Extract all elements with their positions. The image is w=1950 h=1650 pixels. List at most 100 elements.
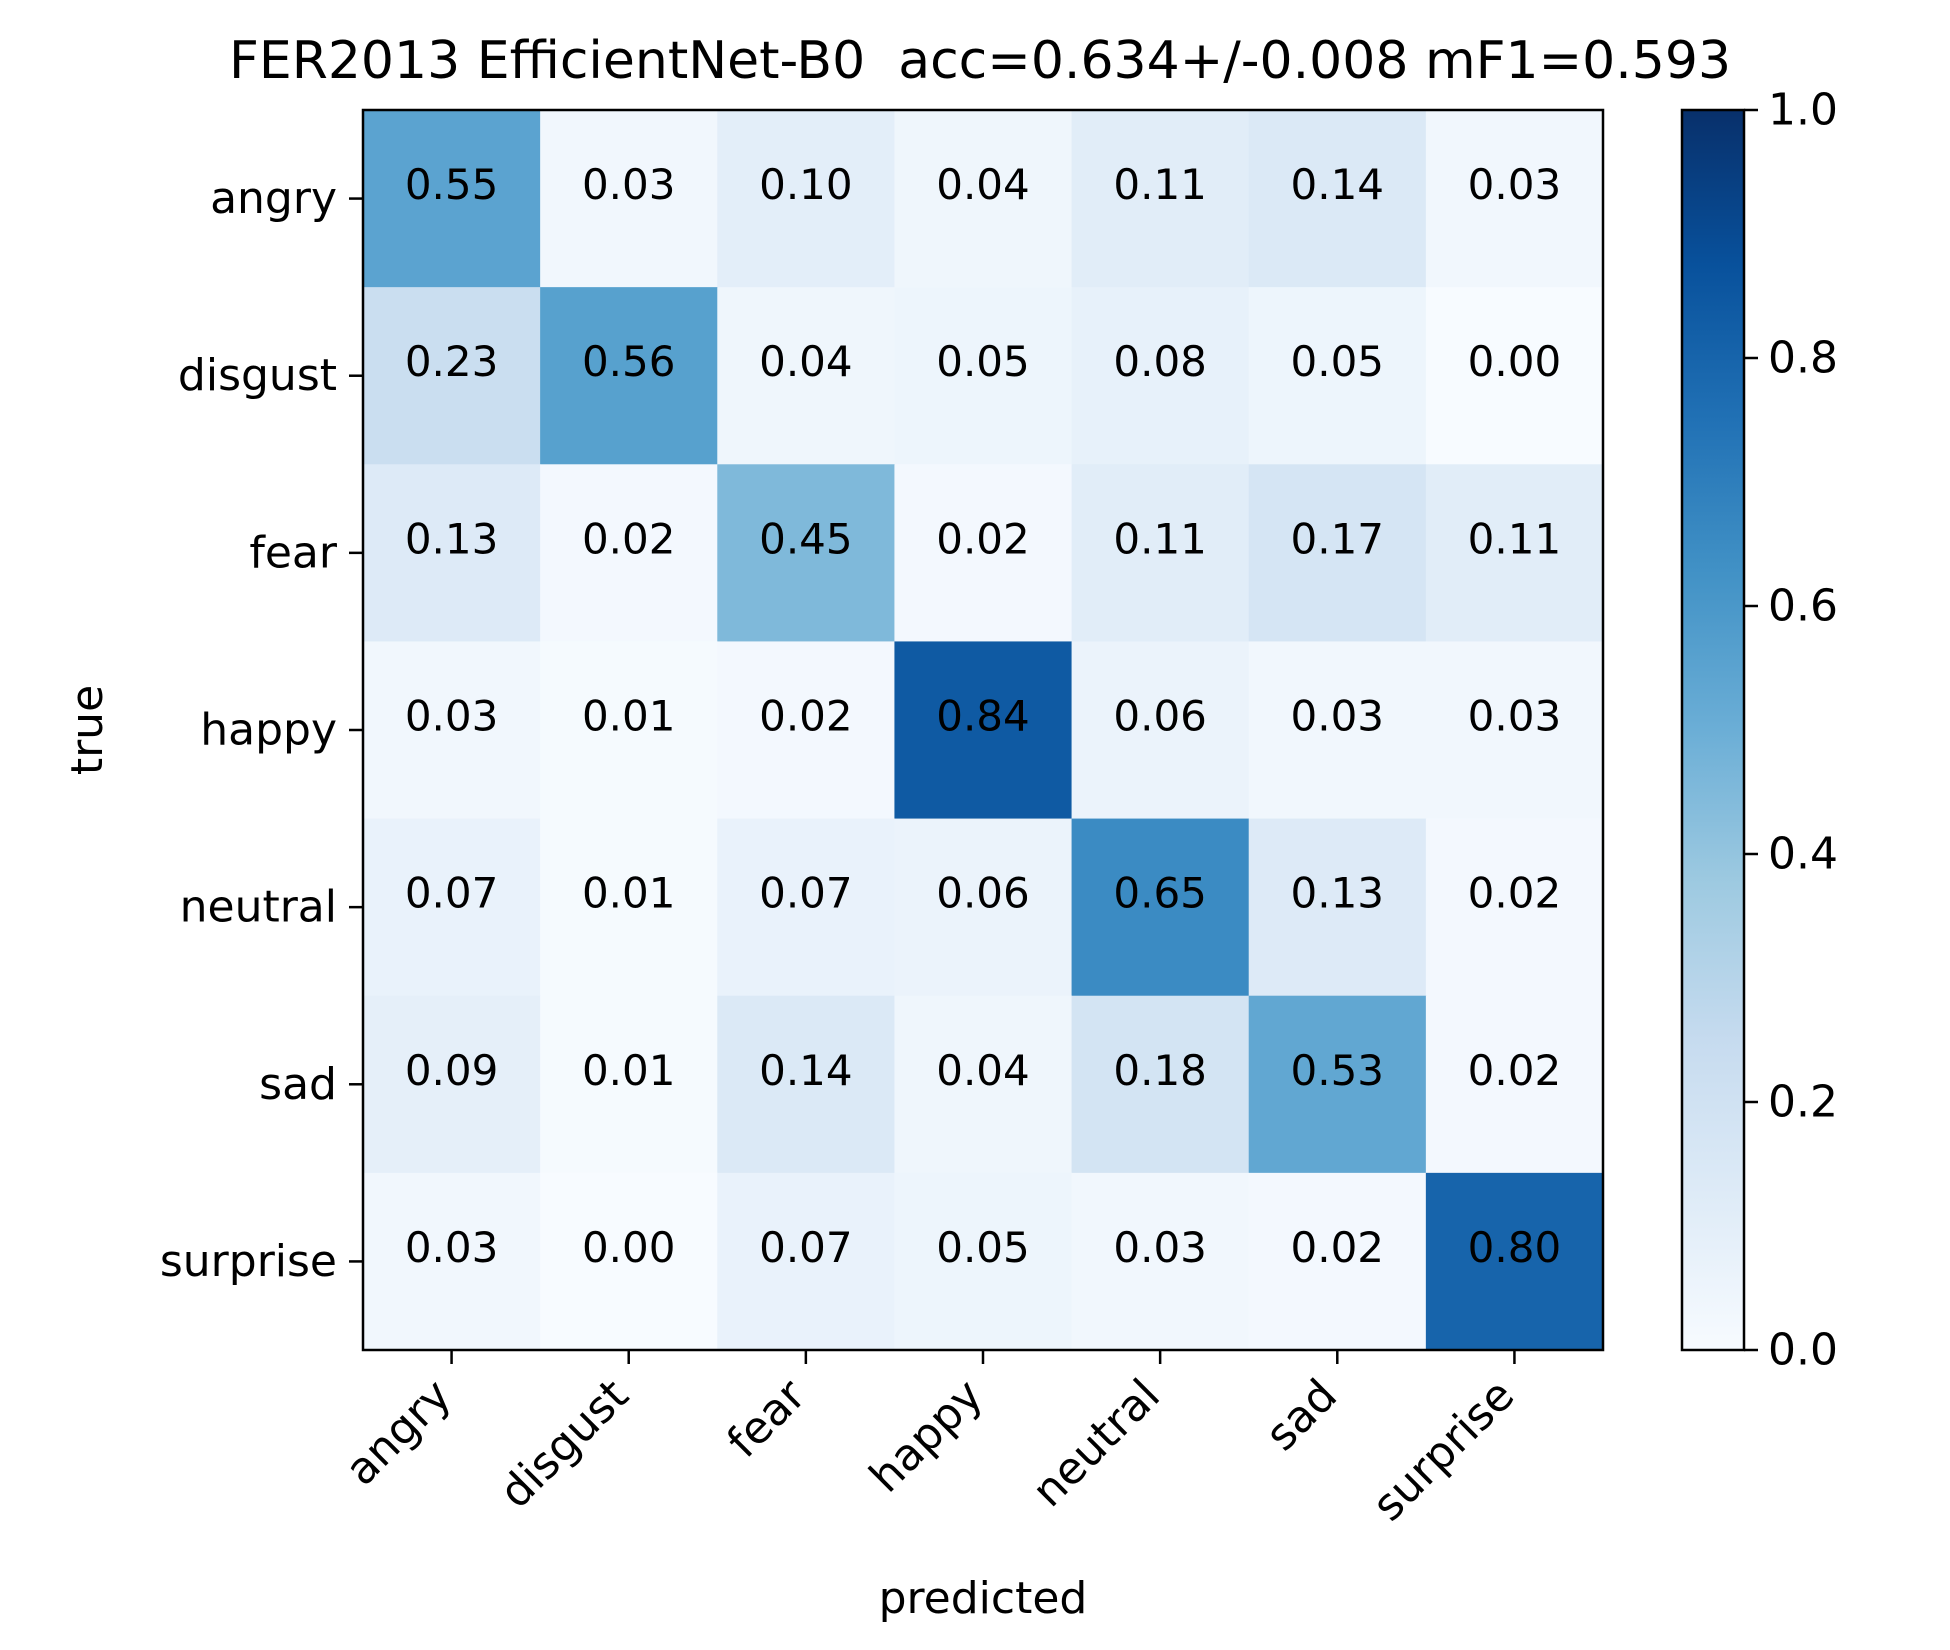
cell-value-label: 0.04: [759, 337, 853, 386]
heatmap-cell-neutral-fear: [717, 818, 895, 997]
heatmap-cell-neutral-angry: [363, 818, 541, 997]
y-axis-label: true: [62, 685, 113, 775]
cell-value-label: 0.02: [936, 514, 1030, 563]
heatmap-cell-fear-disgust: [540, 464, 718, 642]
heatmap-cell-happy-sad: [1248, 641, 1427, 820]
x-tick-label-disgust: disgust: [490, 1370, 639, 1519]
heatmap-cell-sad-fear: [717, 995, 895, 1174]
heatmap-cell-happy-fear: [717, 641, 895, 820]
cell-value-label: 0.01: [582, 869, 676, 918]
heatmap-cell-angry-disgust: [540, 110, 718, 288]
heatmap-cell-fear-neutral: [1071, 464, 1250, 642]
heatmap-cell-surprise-fear: [717, 1172, 895, 1351]
x-axis-label: predicted: [879, 1573, 1088, 1624]
cell-value-label: 0.08: [1113, 337, 1207, 386]
heatmap-cell-labels: 0.55 0.03 0.10 0.04 0.11 0.14 0.03 0.23 0.56 0.04…: [405, 160, 1561, 1272]
cell-value-label: 0.03: [582, 160, 676, 209]
heatmap-cell-sad-sad: [1248, 995, 1427, 1174]
colorbar-ticks: 0.0 0.2 0.4 0.6 0.8 1.0: [1744, 85, 1838, 1376]
cell-value-label: 0.23: [405, 337, 499, 386]
cell-value-label: 0.05: [936, 1223, 1030, 1272]
y-tick-label-fear: fear: [249, 527, 338, 578]
cell-value-label: 0.07: [405, 869, 499, 918]
heatmap-cell-surprise-angry: [363, 1172, 541, 1351]
cell-value-label: 0.02: [582, 514, 676, 563]
x-tick-label-sad: sad: [1256, 1370, 1347, 1461]
heatmap-cell-surprise-happy: [894, 1172, 1073, 1351]
cell-value-label: 0.09: [405, 1046, 499, 1095]
x-tick-label-happy: happy: [860, 1370, 993, 1503]
cell-value-label: 0.07: [759, 1223, 853, 1272]
cell-value-label: 0.45: [759, 514, 853, 563]
colorbar-tick-label: 1.0: [1768, 85, 1838, 136]
cell-value-label: 0.03: [1113, 1223, 1207, 1272]
cell-value-label: 0.14: [759, 1046, 853, 1095]
heatmap-cell-angry-angry: [363, 110, 541, 288]
cell-value-label: 0.00: [582, 1223, 676, 1272]
cell-value-label: 0.05: [1291, 337, 1385, 386]
cell-value-label: 0.18: [1113, 1046, 1207, 1095]
heatmap-cell-disgust-neutral: [1071, 287, 1250, 465]
cell-value-label: 0.00: [1468, 337, 1562, 386]
cell-value-label: 0.13: [405, 514, 499, 563]
y-tick-label-angry: angry: [210, 173, 337, 224]
cell-value-label: 0.17: [1291, 514, 1385, 563]
heatmap-cell-angry-fear: [717, 110, 895, 288]
y-tick-label-neutral: neutral: [180, 882, 337, 933]
cell-value-label: 0.11: [1113, 160, 1207, 209]
colorbar-tick-label: 0.4: [1768, 829, 1838, 880]
cell-value-label: 0.03: [1291, 692, 1385, 741]
cell-value-label: 0.02: [759, 692, 853, 741]
cell-value-label: 0.80: [1468, 1223, 1562, 1272]
cell-value-label: 0.03: [405, 1223, 499, 1272]
heatmap-cell-disgust-angry: [363, 287, 541, 465]
heatmap-cell-disgust-fear: [717, 287, 895, 465]
x-tick-label-angry: angry: [336, 1370, 462, 1496]
cell-value-label: 0.84: [936, 692, 1030, 741]
cell-value-label: 0.02: [1291, 1223, 1385, 1272]
heatmap-cell-sad-surprise: [1425, 995, 1604, 1174]
heatmap-cell-sad-happy: [894, 995, 1073, 1174]
heatmap-cells: [363, 110, 1604, 1351]
heatmap-cell-angry-surprise: [1425, 110, 1604, 288]
x-axis-ticks: angry disgust fear happy neutral sad surprise: [336, 1350, 1524, 1531]
heatmap-cell-disgust-sad: [1248, 287, 1427, 465]
colorbar: [1680, 108, 1746, 1352]
cell-value-label: 0.65: [1113, 869, 1207, 918]
heatmap-cell-fear-surprise: [1425, 464, 1604, 642]
y-tick-label-disgust: disgust: [178, 350, 337, 401]
heatmap-cell-sad-disgust: [540, 995, 718, 1174]
cell-value-label: 0.55: [405, 160, 499, 209]
heatmap-cell-neutral-happy: [894, 818, 1073, 997]
cell-value-label: 0.05: [936, 337, 1030, 386]
cell-value-label: 0.02: [1468, 1046, 1562, 1095]
heatmap-cell-angry-sad: [1248, 110, 1427, 288]
cell-value-label: 0.11: [1468, 514, 1562, 563]
heatmap-cell-happy-disgust: [540, 641, 718, 820]
cell-value-label: 0.03: [1468, 692, 1562, 741]
colorbar-tick-label: 0.2: [1768, 1077, 1838, 1128]
x-tick-label-neutral: neutral: [1023, 1370, 1170, 1517]
heatmap-cell-disgust-happy: [894, 287, 1073, 465]
heatmap-cell-surprise-surprise: [1425, 1172, 1604, 1351]
heatmap-cell-surprise-neutral: [1071, 1172, 1250, 1351]
heatmap-cell-happy-surprise: [1425, 641, 1604, 820]
cell-value-label: 0.01: [582, 1046, 676, 1095]
heatmap-cell-fear-fear: [717, 464, 895, 642]
cell-value-label: 0.04: [936, 1046, 1030, 1095]
heatmap-cell-happy-happy: [894, 641, 1073, 820]
heatmap-cell-fear-angry: [363, 464, 541, 642]
cell-value-label: 0.06: [936, 869, 1030, 918]
colorbar-tick-label: 0.8: [1768, 333, 1838, 384]
heatmap-cell-neutral-sad: [1248, 818, 1427, 997]
cell-value-label: 0.03: [405, 692, 499, 741]
chart-title: FER2013 EfficientNet-B0 acc=0.634+/-0.00…: [229, 31, 1731, 91]
y-tick-label-sad: sad: [259, 1059, 337, 1110]
cell-value-label: 0.06: [1113, 692, 1207, 741]
heatmap-cell-surprise-sad: [1248, 1172, 1427, 1351]
y-tick-label-surprise: surprise: [160, 1236, 337, 1287]
heatmap-cell-angry-happy: [894, 110, 1073, 288]
cell-value-label: 0.53: [1291, 1046, 1385, 1095]
colorbar-tick-label: 0.0: [1768, 1325, 1838, 1376]
